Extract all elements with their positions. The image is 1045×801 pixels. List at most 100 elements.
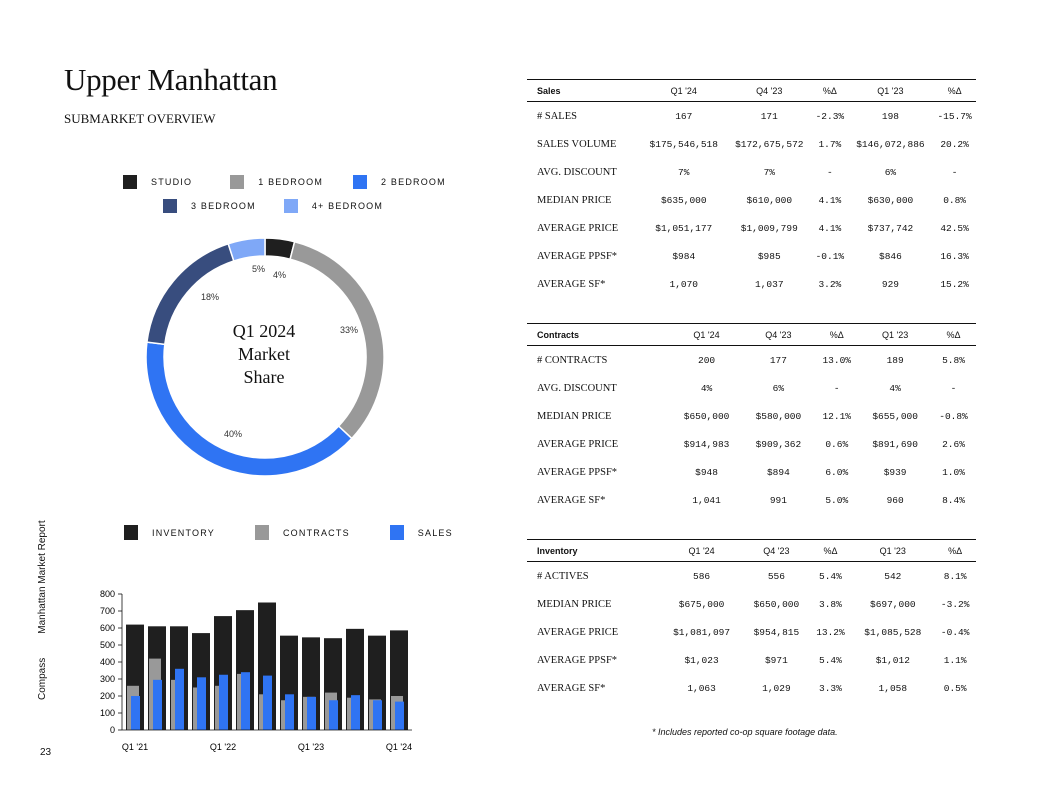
table-cell: $984 xyxy=(672,250,696,262)
row-label: MEDIAN PRICE xyxy=(537,410,612,422)
table-cell: 960 xyxy=(886,494,904,506)
table-cell: 171 xyxy=(760,110,778,122)
table-cell: -15.7% xyxy=(937,110,972,122)
table-header-cell: %Δ xyxy=(933,79,976,102)
legend-label: SALES xyxy=(417,527,453,538)
table-cell: 189 xyxy=(886,354,904,366)
table-row: MEDIAN PRICE $635,000 $610,000 4.1% $630,000… xyxy=(527,186,976,214)
row-label: AVG. DISCOUNT xyxy=(537,166,617,178)
table-cell: 12.1% xyxy=(822,410,851,422)
table-row: AVERAGE PRICE $1,081,097 $954,815 13.2% $1,0… xyxy=(527,618,976,646)
table-cell: 1,063 xyxy=(687,682,716,694)
table-cell: 8.1% xyxy=(943,570,967,582)
sales-table-body: # SALES 167 171 -2.3% 198 -15.7% SALES VOLUME $… xyxy=(527,102,976,299)
table-cell: 0.6% xyxy=(825,438,849,450)
row-label: MEDIAN PRICE xyxy=(537,194,612,206)
row-label: AVG. DISCOUNT xyxy=(537,382,617,394)
table-row: SALES VOLUME $175,546,518 $172,675,572 1.7%… xyxy=(527,130,976,158)
donut-center-title: Q1 2024 Market Share xyxy=(214,320,314,389)
row-label: # SALES xyxy=(537,110,577,122)
table-cell: 4.1% xyxy=(818,222,842,234)
sales-table: Sales Q1 '24 Q4 '23 %Δ Q1 '23 %Δ # SALES… xyxy=(527,79,976,298)
row-label: # ACTIVES xyxy=(537,570,589,582)
legend-item-3-bedroom: 3 BEDROOM xyxy=(163,199,256,213)
table-cell: $1,081,097 xyxy=(673,626,731,638)
bar-sales xyxy=(175,668,184,730)
table-cell: 5.4% xyxy=(819,570,842,582)
table-cell: 16.3% xyxy=(940,250,969,262)
legend-item-inventory: INVENTORY xyxy=(124,525,215,540)
table-cell: 0.5% xyxy=(943,682,967,694)
bar-sales xyxy=(285,694,294,730)
inventory-table-body: # ACTIVES 586 556 5.4% 542 8.1% MEDIAN PRICE $6… xyxy=(527,562,976,703)
table-cell: 200 xyxy=(698,354,716,366)
table-row: AVERAGE SF* 1,041 991 5.0% 960 8.4% xyxy=(527,486,976,514)
table-cell: $985 xyxy=(757,250,781,262)
table-cell: $1,012 xyxy=(875,654,910,666)
market-share-donut-chart xyxy=(145,237,385,477)
table-cell: - xyxy=(833,382,840,394)
x-tick-label: Q1 '21 xyxy=(122,742,148,752)
bar-sales xyxy=(263,675,272,730)
table-cell: 177 xyxy=(769,354,787,366)
inventory-table: Inventory Q1 '24 Q4 '23 %Δ Q1 '23 %Δ # A… xyxy=(527,539,976,702)
donut-center-line: Market xyxy=(238,344,290,364)
page-number: 23 xyxy=(40,747,52,758)
row-label: AVERAGE SF* xyxy=(537,494,606,506)
table-header-cell: Q1 '24 xyxy=(660,539,744,562)
quarterly-bar-chart: 0 100 200 300 400 500 600 700 800 Q1 '21 Q1 '22 Q1 … xyxy=(100,589,412,752)
table-cell: $948 xyxy=(695,466,718,478)
table-row: # ACTIVES 586 556 5.4% 542 8.1% xyxy=(527,562,976,591)
legend-item-sales: SALES xyxy=(389,525,453,540)
donut-legend-row-2: 3 BEDROOM 4+ BEDROOM xyxy=(163,199,405,213)
side-label-report: Manhattan Market Report xyxy=(37,520,48,634)
table-cell: - xyxy=(827,166,833,178)
table-cell: $697,000 xyxy=(870,598,916,610)
table-cell: 4% xyxy=(700,382,713,394)
y-tick-label: 800 xyxy=(100,589,115,599)
donut-legend-row-1: STUDIO 1 BEDROOM 2 BEDROOM xyxy=(123,175,468,189)
table-cell: 198 xyxy=(881,110,899,122)
table-cell: 20.2% xyxy=(940,138,969,150)
table-cell: 1.1% xyxy=(943,654,967,666)
table-cell: 1,041 xyxy=(692,494,721,506)
table-header-cell: Q1 '23 xyxy=(859,323,932,346)
row-label: AVERAGE PPSF* xyxy=(537,466,618,478)
donut-label-2-bedroom: 40% xyxy=(224,429,243,439)
table-cell: 1,029 xyxy=(762,682,791,694)
table-cell: $635,000 xyxy=(660,194,707,206)
donut-label-3-bedroom: 18% xyxy=(201,292,220,302)
table-header-cell: Q4 '23 xyxy=(742,323,815,346)
table-header-cell: Q4 '23 xyxy=(743,539,810,562)
row-label: AVERAGE PRICE xyxy=(537,626,619,638)
donut-slice-4-bedroom xyxy=(227,237,266,262)
table-header-cell: Q1 '23 xyxy=(851,539,935,562)
table-row: AVG. DISCOUNT 4% 6% - 4% - xyxy=(527,374,976,402)
table-cell: 1.7% xyxy=(818,138,842,150)
table-row: AVERAGE PPSF* $984 $985 -0.1% $846 16.3% xyxy=(527,242,976,270)
table-cell: $894 xyxy=(766,466,790,478)
legend-item-contracts: CONTRACTS xyxy=(254,525,350,540)
table-cell: 5.8% xyxy=(942,354,965,366)
table-cell: $610,000 xyxy=(746,194,793,206)
legend-label: STUDIO xyxy=(151,177,193,187)
y-tick-label: 200 xyxy=(100,691,115,701)
table-cell: $737,742 xyxy=(867,222,914,234)
table-cell: 167 xyxy=(675,110,693,122)
table-header-row: Inventory Q1 '24 Q4 '23 %Δ Q1 '23 %Δ xyxy=(527,539,976,562)
table-cell: 1,037 xyxy=(755,278,784,290)
table-cell: 542 xyxy=(884,570,902,582)
legend-label: 2 BEDROOM xyxy=(381,177,446,187)
donut-center-line: Share xyxy=(243,367,285,387)
table-header-cell: %Δ xyxy=(812,79,848,102)
x-tick-label: Q1 '23 xyxy=(298,742,324,752)
side-label: Compass Manhattan Market Report xyxy=(37,496,48,700)
table-cell: 15.2% xyxy=(940,278,969,290)
donut-center-line: Q1 2024 xyxy=(232,321,296,341)
table-cell: -2.3% xyxy=(815,110,845,122)
table-cell: - xyxy=(951,166,958,178)
table-cell: $939 xyxy=(883,466,907,478)
y-tick-label: 0 xyxy=(110,725,115,735)
x-tick-label: Q1 '22 xyxy=(210,742,236,752)
legend-swatch xyxy=(124,525,138,540)
